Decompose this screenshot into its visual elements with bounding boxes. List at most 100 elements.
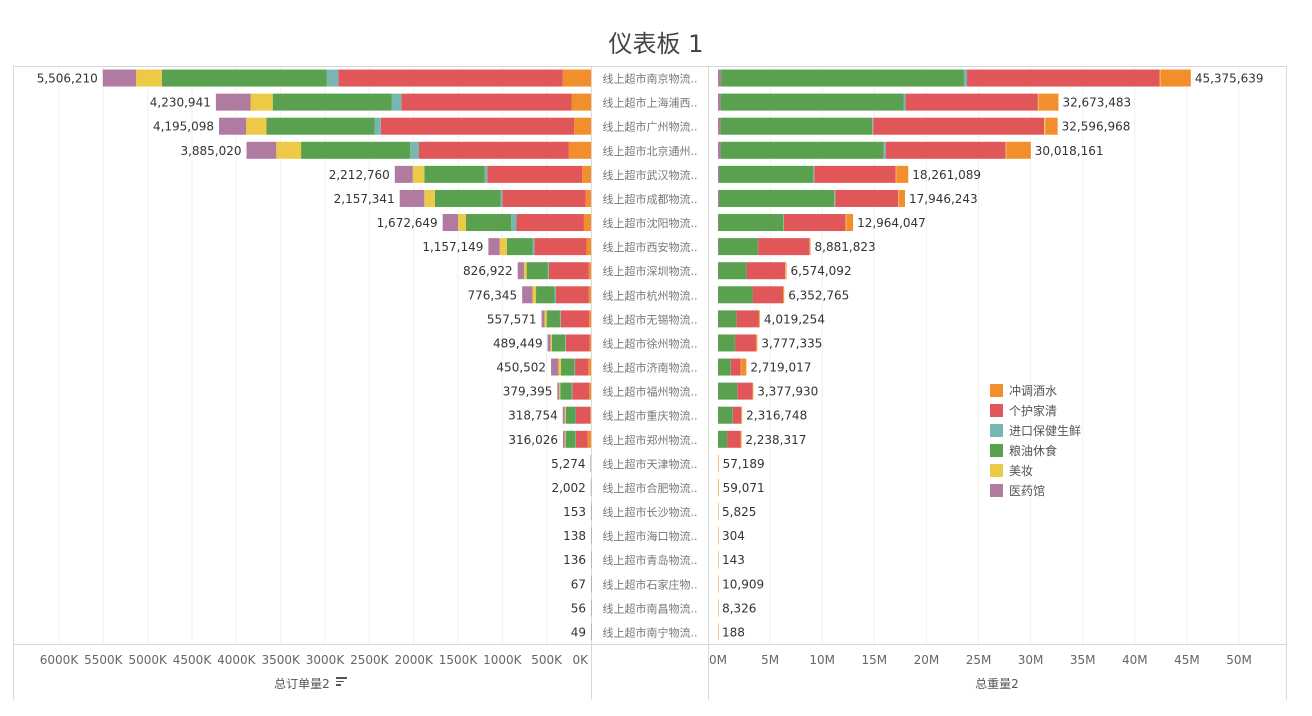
legend-item[interactable]: 冲调酒水 <box>990 380 1081 400</box>
category-label: 线上超市上海浦西.. <box>603 96 698 110</box>
bar-segment-left <box>565 334 590 352</box>
bar-segment-right <box>895 165 897 183</box>
bar-segment-right <box>813 165 815 183</box>
bar-segment-left <box>558 358 562 376</box>
category-label: 线上超市杭州物流.. <box>603 288 698 302</box>
total-label-right: 59,071 <box>723 481 765 495</box>
bar-segment-right <box>834 189 836 207</box>
bar-segment-right <box>1037 93 1039 111</box>
category-label: 线上超市深圳物流.. <box>603 264 698 278</box>
total-label-right: 3,377,930 <box>757 385 818 399</box>
tick-label-right: 5M <box>761 653 779 667</box>
sort-icon[interactable] <box>336 677 347 687</box>
bar-segment-left <box>590 454 592 472</box>
bar-segment-left <box>575 430 576 448</box>
bar-segment-right <box>720 117 873 135</box>
legend-item[interactable]: 进口保健生鲜 <box>990 420 1081 440</box>
legend-item[interactable]: 粮油休食 <box>990 440 1081 460</box>
bar-segment-right <box>718 165 720 183</box>
tick-label-left: 4000K <box>217 653 257 667</box>
bar-segment-right <box>718 575 719 593</box>
bar-segment-left <box>564 430 566 448</box>
category-label: 线上超市南宁物流.. <box>603 625 698 639</box>
category-label: 线上超市西安物流.. <box>603 240 698 254</box>
bar-segment-left <box>215 93 251 111</box>
bar-segment-left <box>102 69 137 87</box>
bar-segment-left <box>551 334 566 352</box>
bar-segment-left <box>547 262 549 280</box>
bar-segment-right <box>896 165 909 183</box>
bar-segment-left <box>424 165 485 183</box>
bar-segment-left <box>458 214 466 232</box>
bar-segment-left <box>434 189 501 207</box>
category-label: 线上超市合肥物流.. <box>603 481 698 495</box>
bar-segment-right <box>720 93 904 111</box>
category-label: 线上超市石家庄物.. <box>603 577 698 591</box>
bar-segment-left <box>590 527 592 545</box>
bar-segment-left <box>572 382 590 400</box>
category-label: 线上超市青岛物流.. <box>603 553 698 567</box>
legend-item[interactable]: 美妆 <box>990 460 1081 480</box>
tick-label-left: 2500K <box>350 653 390 667</box>
bar-segment-right <box>759 310 760 328</box>
bar-segment-left <box>568 141 591 159</box>
bar-segment-left <box>276 141 302 159</box>
bar-segment-right <box>736 310 759 328</box>
bar-segment-left <box>219 117 247 135</box>
bar-segment-left <box>517 262 524 280</box>
tick-label-right: 40M <box>1122 653 1148 667</box>
category-label: 线上超市北京通州.. <box>603 144 698 158</box>
bar-segment-left <box>588 262 591 280</box>
bar-segment-left <box>562 430 565 448</box>
bar-segment-right <box>718 189 720 207</box>
bar-segment-left <box>522 286 533 304</box>
legend-swatch <box>990 423 1003 437</box>
bar-segment-right <box>719 165 814 183</box>
legend-swatch <box>990 463 1003 477</box>
total-label-right: 304 <box>722 529 745 543</box>
total-label-left: 5,506,210 <box>37 72 98 86</box>
bar-segment-right <box>845 214 847 232</box>
legend-item[interactable]: 个护家清 <box>990 400 1081 420</box>
bar-segment-right <box>737 382 753 400</box>
bar-segment-right <box>735 334 757 352</box>
bar-segment-right <box>758 238 810 256</box>
bar-segment-left <box>560 310 590 328</box>
tick-label-right: 25M <box>966 653 992 667</box>
total-label-right: 30,018,161 <box>1035 144 1104 158</box>
bar-segment-left <box>589 334 591 352</box>
bar-segment-left <box>557 382 560 400</box>
bar-segment-right <box>1006 141 1031 159</box>
legend-swatch <box>990 443 1003 457</box>
bar-segment-right <box>903 93 906 111</box>
tick-label-right: 35M <box>1070 653 1096 667</box>
legend-label: 粮油休食 <box>1009 443 1058 458</box>
category-label: 线上超市郑州物流.. <box>603 433 698 447</box>
bar-segment-left <box>412 165 425 183</box>
legend-swatch <box>990 403 1003 417</box>
legend-label: 医药馆 <box>1009 483 1046 498</box>
bar-segment-right <box>810 238 811 256</box>
category-label: 线上超市无锡物流.. <box>603 312 698 326</box>
bar-segment-right <box>727 430 741 448</box>
total-label-left: 316,026 <box>508 433 558 447</box>
bar-segment-left <box>571 382 573 400</box>
bar-segment-right <box>721 69 964 87</box>
total-label-right: 188 <box>722 625 745 639</box>
bar-segment-left <box>499 238 507 256</box>
bar-segment-left <box>272 93 392 111</box>
category-label: 线上超市重庆物流.. <box>603 409 698 423</box>
category-label: 线上超市长沙物流.. <box>603 505 698 519</box>
total-label-right: 32,673,483 <box>1062 96 1131 110</box>
bar-segment-right <box>785 262 786 280</box>
bar-segment-left <box>589 310 591 328</box>
bar-segment-right <box>718 478 719 496</box>
legend-label: 美妆 <box>1009 463 1034 478</box>
total-label-right: 8,881,823 <box>815 240 876 254</box>
legend-label: 个护家清 <box>1009 403 1058 418</box>
legend-swatch <box>990 383 1003 397</box>
legend-item[interactable]: 医药馆 <box>990 480 1081 500</box>
bar-segment-right <box>814 165 896 183</box>
total-label-left: 3,885,020 <box>180 144 241 158</box>
bar-segment-right <box>718 382 738 400</box>
